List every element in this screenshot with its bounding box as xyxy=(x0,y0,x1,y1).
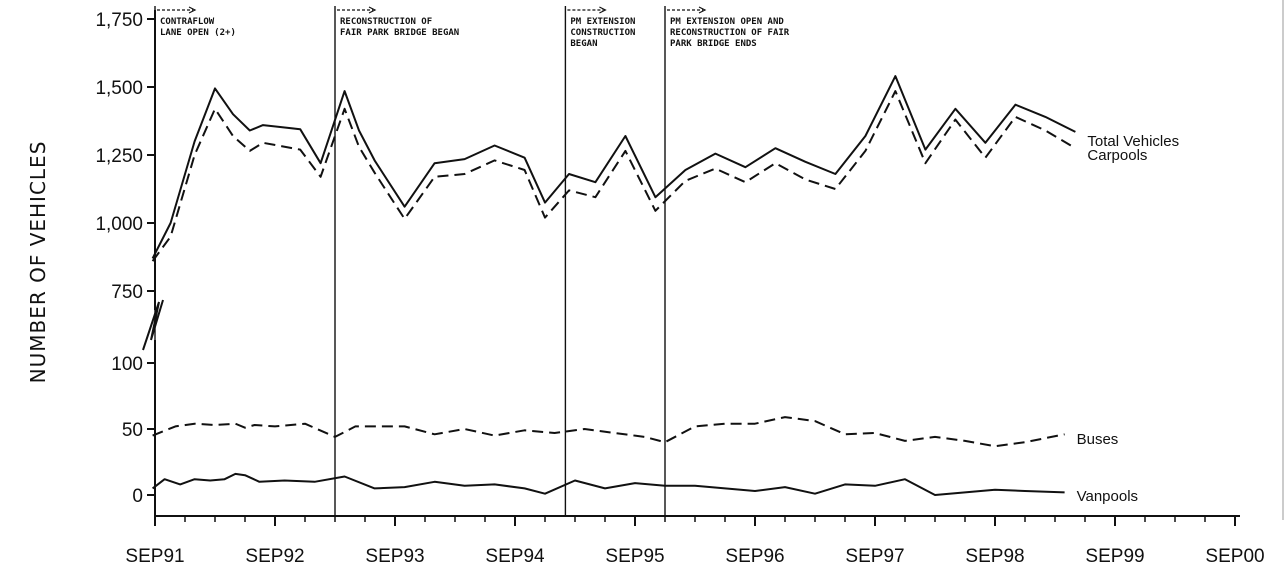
series-label-carpools: Carpools xyxy=(1087,147,1147,164)
y-tick-label: 1,500 xyxy=(95,78,143,99)
x-tick-label: SEP94 xyxy=(485,546,545,567)
series-label-total-vehicles: Total Vehicles xyxy=(1087,133,1179,150)
series-label-vanpools: Vanpools xyxy=(1077,488,1138,505)
event-annotation-text: RECONSTRUCTION OF xyxy=(340,17,432,27)
series-label-buses: Buses xyxy=(1077,431,1119,448)
event-annotation-text: BEGAN xyxy=(570,39,597,49)
tick-labels: 750 1,000 1,250 1,500 1,750 0 50 100 NUMBER OF V… xyxy=(26,10,1265,567)
y-tick-label: 750 xyxy=(111,282,143,303)
y-tick-label: 0 xyxy=(132,486,143,507)
axis-break-mark xyxy=(142,299,164,351)
x-tick-label: SEP98 xyxy=(965,546,1024,567)
event-annotation-text: FAIR PARK BRIDGE BEGAN xyxy=(340,28,459,38)
y-tick-label: 50 xyxy=(122,420,143,441)
y-axis-title: NUMBER OF VEHICLES xyxy=(26,141,50,384)
y-tick-label: 1,250 xyxy=(95,146,143,167)
event-annotation-text: PARK BRIDGE ENDS xyxy=(670,39,757,49)
event-arrowhead xyxy=(698,6,707,14)
y-tick-label: 1,000 xyxy=(95,214,143,235)
series-line-carpools xyxy=(151,90,1076,262)
x-tick-label: SEP91 xyxy=(125,546,184,567)
x-tick-label: SEP93 xyxy=(365,546,424,567)
x-tick-label: SEP92 xyxy=(245,546,304,567)
event-annotation-text: PM EXTENSION OPEN AND xyxy=(670,17,784,27)
event-annotation-text: PM EXTENSION xyxy=(570,17,635,27)
x-tick-label: SEP00 xyxy=(1205,546,1264,567)
series-line-vanpools xyxy=(151,472,1065,496)
y-tick-label: 100 xyxy=(111,354,143,375)
series-line-total-vehicles xyxy=(151,75,1076,259)
series-lines xyxy=(151,75,1076,496)
x-tick-label: SEP95 xyxy=(605,546,664,567)
event-annotation-text: LANE OPEN (2+) xyxy=(160,28,236,38)
series-line-buses xyxy=(152,416,1065,448)
event-arrowhead xyxy=(188,6,197,14)
event-annotation-text: RECONSTRUCTION OF FAIR xyxy=(670,28,790,38)
event-annotation-text: CONSTRUCTION xyxy=(570,28,635,38)
x-tick-label: SEP97 xyxy=(845,546,904,567)
event-arrowhead xyxy=(368,6,377,14)
event-annotation-text: CONTRAFLOW xyxy=(160,17,215,27)
y-tick-label: 1,750 xyxy=(95,10,143,31)
x-tick-label: SEP99 xyxy=(1085,546,1144,567)
event-arrowhead xyxy=(599,6,607,14)
x-tick-label: SEP96 xyxy=(725,546,784,567)
